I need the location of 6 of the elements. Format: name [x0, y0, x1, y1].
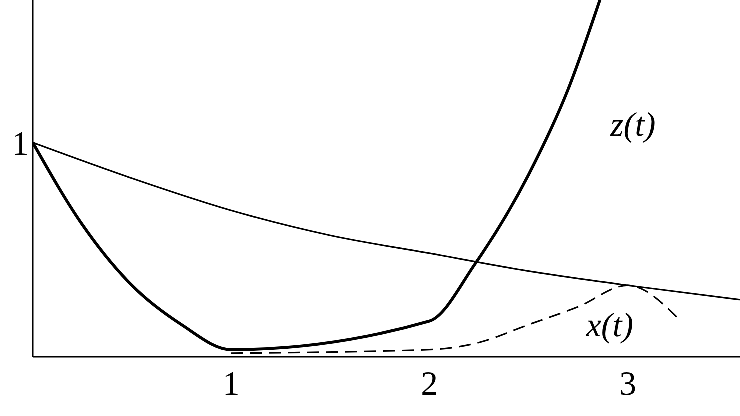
series-label: z(t) [610, 106, 656, 144]
text: 1 [12, 126, 29, 163]
x-tick-label: 3 [619, 366, 636, 403]
x-tick-label: 1 [222, 366, 240, 403]
x-tick-label: 2 [421, 366, 438, 403]
series-label: x(t) [585, 307, 634, 344]
